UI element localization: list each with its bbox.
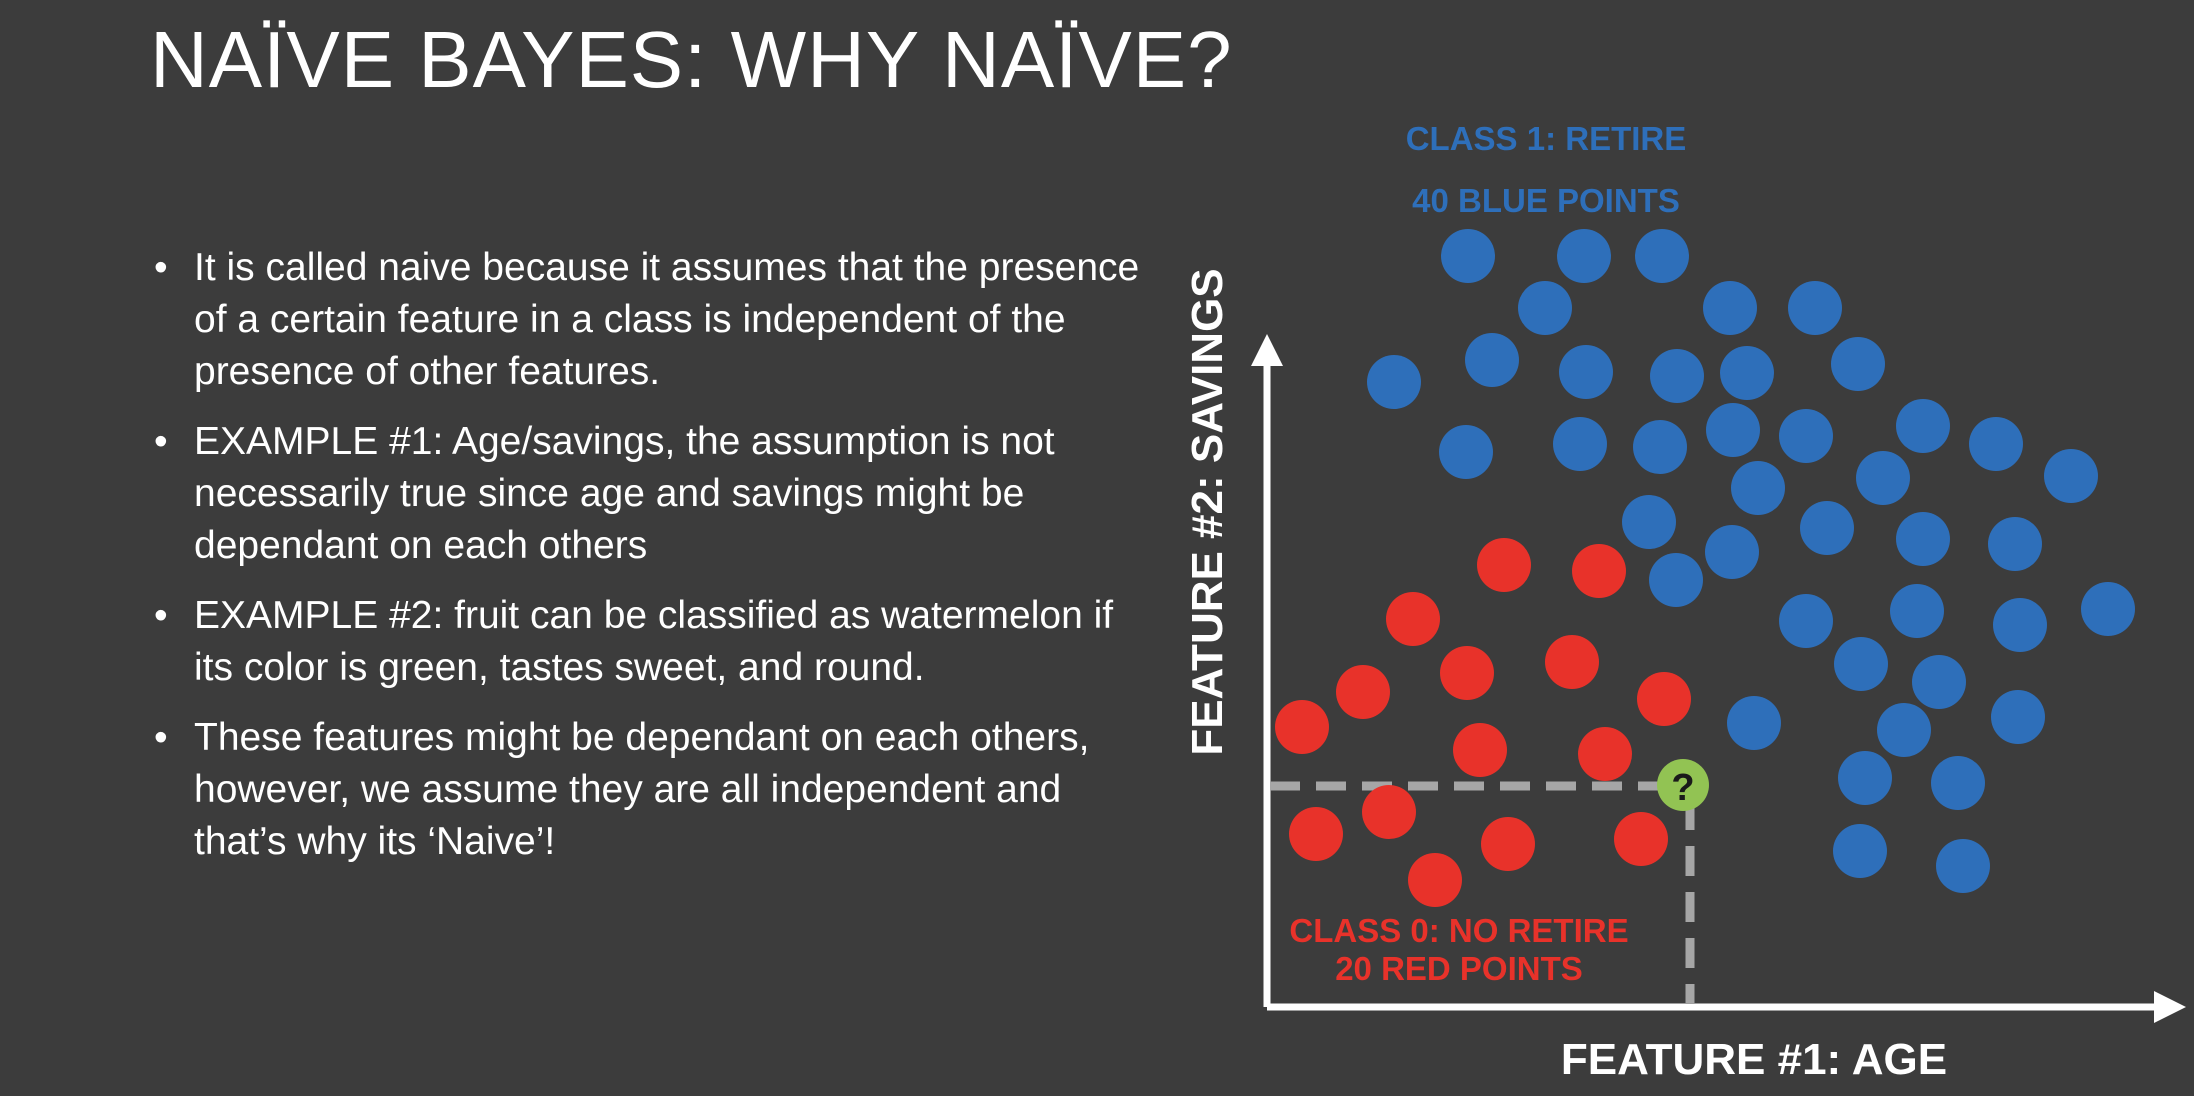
bullet-dot: • [154, 246, 168, 289]
class0-points [1275, 538, 1691, 907]
class0-point [1614, 812, 1668, 866]
class1-point [1834, 637, 1888, 691]
class1-point [1367, 355, 1421, 409]
class1-point [1633, 420, 1687, 474]
class1-count: 40 BLUE POINTS [1412, 182, 1680, 219]
class1-point [1779, 409, 1833, 463]
class1-point [1896, 399, 1950, 453]
class1-point [1993, 598, 2047, 652]
class1-point [1559, 345, 1613, 399]
class0-point [1362, 785, 1416, 839]
class0-count: 20 RED POINTS [1335, 950, 1583, 987]
class0-point [1637, 672, 1691, 726]
class0-point [1289, 807, 1343, 861]
class1-point [1727, 696, 1781, 750]
class1-point [1731, 461, 1785, 515]
class0-point [1545, 635, 1599, 689]
class0-label: CLASS 0: NO RETIRE [1289, 912, 1628, 949]
class1-point [1788, 281, 1842, 335]
slide-title: NAÏVE BAYES: WHY NAÏVE? [150, 15, 1233, 104]
class1-point [2081, 582, 2135, 636]
class1-point [1779, 594, 1833, 648]
class1-point [2044, 449, 2098, 503]
class1-point [1650, 349, 1704, 403]
class0-point [1578, 727, 1632, 781]
class1-point [1635, 229, 1689, 283]
class1-label: CLASS 1: RETIRE [1406, 120, 1687, 157]
class1-point [1877, 703, 1931, 757]
bullet-text: These features might be dependant on eac… [194, 716, 1090, 863]
class1-point [1890, 584, 1944, 638]
class1-point [1800, 501, 1854, 555]
bullet-text: It is called naive because it assumes th… [194, 246, 1140, 393]
classification-diagram: ? CLASS 1: RETIRE 40 BLUE POINTS CLASS 0… [1150, 110, 2194, 1096]
class1-point [1439, 425, 1493, 479]
class1-point [1831, 337, 1885, 391]
bullet-item: • EXAMPLE #1: Age/savings, the assumption… [150, 416, 1150, 572]
query-symbol: ? [1671, 767, 1694, 809]
bullet-text: EXAMPLE #1: Age/savings, the assumption … [194, 420, 1055, 567]
class0-point [1481, 817, 1535, 871]
bullet-item: • EXAMPLE #2: fruit can be classified as … [150, 590, 1150, 694]
y-axis-label: FEATURE #2: SAVINGS [1183, 268, 1232, 755]
class1-point [1833, 824, 1887, 878]
class1-point [1838, 751, 1892, 805]
class1-point [1557, 229, 1611, 283]
class0-point [1453, 723, 1507, 777]
class1-point [1703, 281, 1757, 335]
class1-point [1706, 403, 1760, 457]
class1-point [1518, 281, 1572, 335]
class1-point [1465, 333, 1519, 387]
class1-point [1988, 517, 2042, 571]
bullet-dot: • [154, 420, 168, 463]
class1-point [1969, 417, 2023, 471]
class1-point [1622, 495, 1676, 549]
y-axis-arrowhead [1251, 334, 1283, 366]
bullet-text: EXAMPLE #2: fruit can be classified as w… [194, 594, 1114, 689]
class1-points [1367, 229, 2135, 893]
bullet-list: • It is called naive because it assumes t… [150, 242, 1150, 886]
class1-point [1931, 756, 1985, 810]
class0-point [1440, 646, 1494, 700]
bullet-dot: • [154, 716, 168, 759]
class0-point [1572, 544, 1626, 598]
class1-point [1553, 417, 1607, 471]
class1-point [1856, 451, 1910, 505]
class1-point [1936, 839, 1990, 893]
class1-point [1991, 690, 2045, 744]
class0-point [1386, 592, 1440, 646]
class1-point [1896, 512, 1950, 566]
class1-point [1705, 525, 1759, 579]
bullet-item: • It is called naive because it assumes t… [150, 242, 1150, 398]
class1-point [1649, 553, 1703, 607]
class0-point [1336, 665, 1390, 719]
class0-point [1477, 538, 1531, 592]
bullet-dot: • [154, 594, 168, 637]
class0-point [1275, 700, 1329, 754]
x-axis-label: FEATURE #1: AGE [1561, 1035, 1947, 1084]
class1-point [1720, 346, 1774, 400]
class0-point [1408, 853, 1462, 907]
diagram-svg: ? CLASS 1: RETIRE 40 BLUE POINTS CLASS 0… [1183, 120, 2186, 1084]
class1-point [1912, 655, 1966, 709]
query-point [1657, 759, 1709, 811]
class1-point [1441, 229, 1495, 283]
x-axis-arrowhead [2154, 991, 2186, 1023]
bullet-item: • These features might be dependant on ea… [150, 712, 1150, 868]
